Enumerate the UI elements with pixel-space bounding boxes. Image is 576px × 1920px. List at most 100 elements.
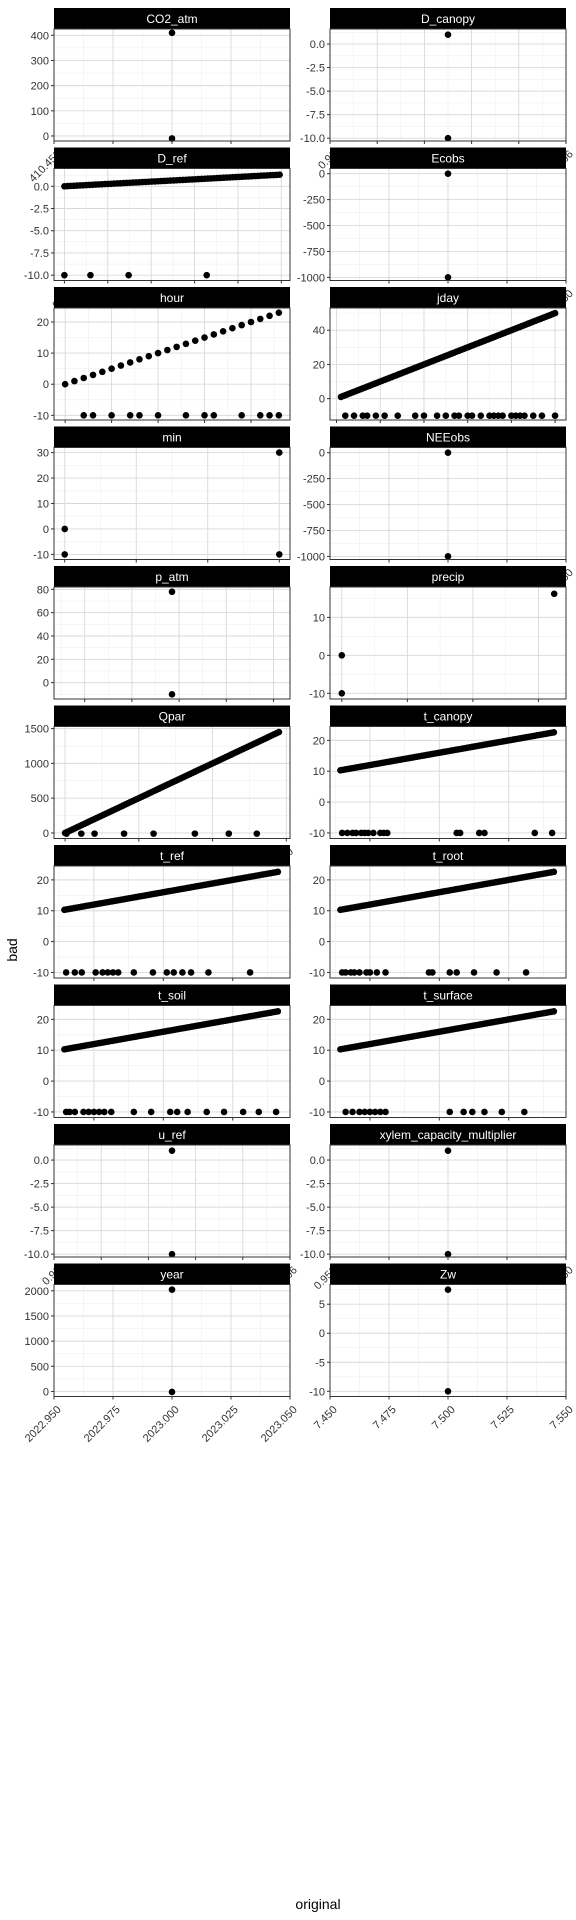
data-point: [168, 1147, 176, 1154]
facet-strip-label: min: [162, 431, 181, 445]
y-tick-label: 10: [313, 1045, 325, 1057]
data-point: [350, 412, 358, 420]
facet-strip: [54, 566, 290, 587]
data-point: [238, 321, 245, 329]
facet-panel: t_canopy12162020100-10: [309, 705, 567, 863]
data-point: [361, 1108, 369, 1116]
data-point: [551, 412, 559, 420]
data-point: [114, 969, 122, 976]
y-tick-label: 0.0: [34, 1155, 49, 1167]
data-point: [338, 829, 346, 837]
facet-panel: year 2022.950 2022.975 2023.000 2023.025 2023…: [23, 1263, 300, 1445]
data-point: [187, 969, 195, 976]
facet-strip: [54, 1263, 290, 1285]
facet-panel: t_root12162020100-10: [309, 845, 567, 1002]
data-point: [363, 412, 371, 420]
data-point: [446, 969, 454, 976]
y-tick-label: -5.0: [306, 1202, 325, 1214]
y-tick-label: 0: [319, 394, 325, 406]
data-point: [117, 362, 125, 369]
data-point: [173, 1108, 181, 1116]
data-point: [475, 829, 483, 837]
data-point: [182, 412, 190, 419]
y-tick-label: 10: [37, 348, 49, 360]
y-tick-label: -10: [33, 410, 49, 422]
facet-strip-label: precip: [432, 570, 465, 584]
data-point: [80, 1108, 87, 1116]
facet-panel: Zw 7.450 7.475 7.500 7.525 7.550 5 0 -5 -10: [309, 1263, 576, 1432]
y-tick-label: 20: [37, 654, 49, 666]
panel-border: [53, 307, 291, 421]
plot-area: [330, 726, 566, 839]
data-point: [275, 412, 283, 419]
data-point: [91, 830, 98, 837]
data-point: [61, 551, 69, 558]
data-point: [444, 134, 452, 142]
data-point: [366, 969, 374, 976]
data-point: [420, 412, 428, 420]
y-tick-label: 0: [319, 1328, 325, 1340]
y-tick-label: 10: [313, 612, 325, 624]
data-point: [66, 1108, 73, 1116]
data-point: [108, 365, 115, 372]
facet-strip-label: NEEobs: [426, 431, 470, 445]
data-point: [444, 1387, 452, 1395]
data-point: [90, 1108, 98, 1116]
y-tick-label: 60: [37, 608, 49, 620]
data-point: [77, 830, 85, 837]
data-point: [444, 170, 452, 177]
y-tick-label: 0: [43, 1386, 49, 1398]
panel-border: [329, 1005, 567, 1118]
data-point: [168, 691, 176, 698]
data-point: [205, 969, 212, 976]
panel-border: [53, 1284, 291, 1397]
data-point: [71, 1108, 79, 1116]
facet-panel: D_ref0.000.250.500.751.001.250.0-2.5-5.0…: [24, 147, 291, 311]
y-tick-label: -5: [315, 1357, 325, 1369]
data-point: [164, 346, 171, 354]
panel-border: [329, 307, 567, 421]
data-point: [468, 1108, 476, 1116]
facet-strip: [330, 287, 566, 308]
data-point: [381, 412, 388, 420]
y-tick-label: 10: [37, 1045, 49, 1057]
data-point: [470, 969, 478, 976]
y-tick-label: 20: [313, 875, 325, 887]
data-point: [63, 830, 70, 837]
data-point: [372, 412, 380, 420]
y-tick-label: 500: [31, 1361, 49, 1373]
y-tick-label: -7.5: [30, 1226, 49, 1238]
data-point: [92, 969, 99, 976]
data-point: [344, 829, 351, 837]
facet-strip-label: u_ref: [158, 1128, 186, 1142]
panel-border: [53, 1144, 291, 1258]
data-point: [411, 412, 419, 420]
y-tick-label: 20: [37, 473, 49, 485]
facet-strip: [330, 705, 566, 727]
y-tick-label: 1000: [25, 758, 49, 770]
data-point: [239, 1108, 247, 1116]
data-point: [256, 315, 264, 323]
data-point: [229, 324, 236, 332]
facet-strip-label: D_ref: [157, 152, 187, 166]
data-point: [382, 1108, 389, 1116]
facet-panel: xylem_capacity_multiplier0.9500.9751.000…: [300, 1124, 576, 1292]
y-tick-label: 0: [319, 1076, 325, 1088]
data-point: [342, 969, 349, 976]
panel-border: [329, 1144, 567, 1258]
y-tick-label: -10: [33, 549, 49, 561]
data-point: [80, 374, 88, 382]
y-tick-label: 200: [31, 81, 49, 93]
y-tick-label: 0: [319, 169, 325, 181]
y-tick-label: 10: [37, 906, 49, 918]
data-point: [168, 588, 176, 596]
y-tick-label: 5: [319, 1299, 325, 1311]
panel-border: [53, 726, 291, 839]
data-point: [125, 271, 132, 279]
data-point: [247, 318, 255, 326]
facet-strip: [54, 984, 290, 1006]
y-tick-label: 1500: [25, 724, 49, 736]
panel-border: [53, 586, 291, 700]
y-tick-label: 300: [31, 55, 49, 67]
data-point: [338, 690, 346, 697]
